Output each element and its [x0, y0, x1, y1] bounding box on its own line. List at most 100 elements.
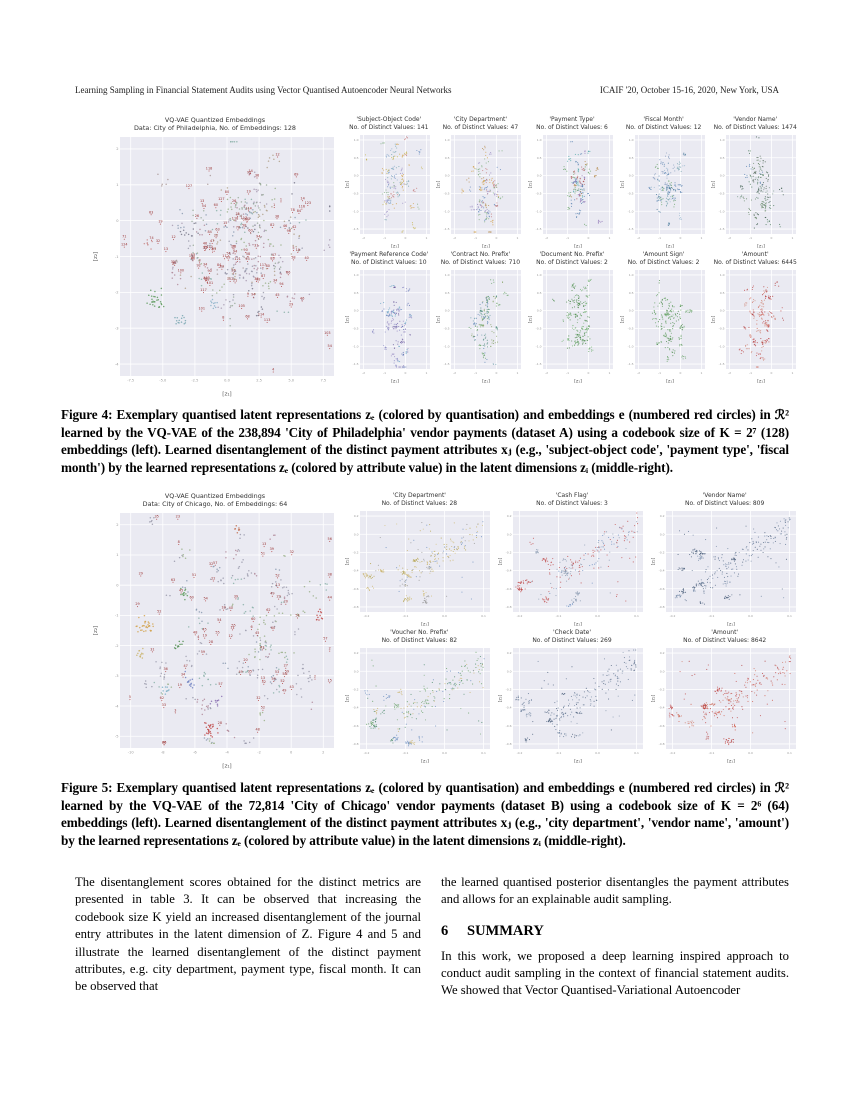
fig4-subplot-1-plot: -2 -1 0 1 1.0 0.5 0.0 -0.5 -1.0 -1.5 [z₁] [z₂]	[436, 135, 522, 249]
svg-text:-0.5: -0.5	[352, 326, 358, 330]
svg-text:0: 0	[496, 236, 498, 240]
svg-text:-2: -2	[453, 236, 456, 240]
svg-text:-0.1: -0.1	[403, 751, 409, 755]
svg-text:-1.5: -1.5	[627, 362, 633, 366]
svg-text:-2: -2	[362, 236, 365, 240]
svg-text:28: 28	[209, 640, 213, 644]
svg-text:1: 1	[609, 236, 611, 240]
fig4-subplot-5: 'Payment Reference Code' No. of Distinct …	[343, 251, 435, 384]
svg-text:46: 46	[203, 242, 207, 246]
svg-text:1: 1	[425, 371, 427, 375]
svg-text:39: 39	[234, 594, 238, 598]
svg-text:13: 13	[262, 542, 266, 546]
svg-text:127: 127	[218, 197, 224, 201]
svg-text:94: 94	[233, 249, 237, 253]
svg-text:0: 0	[496, 371, 498, 375]
body-left-column: The disentanglement scores obtained for …	[75, 874, 421, 996]
svg-text:-0.6: -0.6	[353, 587, 359, 591]
svg-text:1: 1	[273, 203, 275, 207]
svg-text:20: 20	[231, 269, 235, 273]
svg-text:-0.1: -0.1	[556, 614, 562, 618]
svg-text:0: 0	[290, 751, 293, 755]
svg-text:60: 60	[189, 596, 193, 600]
svg-text:-2.5: -2.5	[191, 379, 198, 383]
svg-text:18: 18	[221, 606, 225, 610]
svg-text:-1: -1	[474, 371, 477, 375]
fig4-subplot-9-plot: -2 -1 0 1 1.0 0.5 0.0 -0.5 -1.0 -1.5 [z₁] [z₂]	[711, 270, 797, 385]
svg-text:9: 9	[247, 292, 249, 296]
svg-text:8: 8	[222, 316, 224, 320]
svg-text:-10: -10	[128, 751, 135, 755]
svg-text:59: 59	[285, 669, 289, 673]
svg-text:0.0: 0.0	[720, 309, 725, 313]
svg-text:45: 45	[255, 631, 259, 635]
svg-text:[z₁]: [z₁]	[421, 622, 429, 628]
svg-text:12: 12	[229, 634, 233, 638]
svg-text:105: 105	[203, 276, 209, 280]
svg-text:0.0: 0.0	[537, 174, 542, 178]
svg-text:0: 0	[771, 371, 773, 375]
svg-text:-2: -2	[637, 371, 640, 375]
svg-text:74: 74	[149, 236, 153, 240]
svg-text:57: 57	[218, 682, 222, 686]
fig5-subplot-1: 'Cash Flag' No. of Distinct Values: 3 -0.…	[496, 492, 649, 627]
svg-text:127: 127	[186, 184, 192, 188]
svg-text:0.2: 0.2	[507, 514, 512, 518]
svg-text:4: 4	[272, 367, 274, 371]
body-right-paragraph-1: the learned quantised posterior disentan…	[441, 875, 789, 907]
svg-text:-0.5: -0.5	[719, 191, 725, 195]
svg-text:-0.8: -0.8	[658, 605, 664, 609]
svg-text:-2: -2	[545, 236, 548, 240]
svg-text:0.2: 0.2	[354, 514, 359, 518]
svg-text:54: 54	[295, 614, 299, 618]
svg-text:43: 43	[260, 645, 264, 649]
fig5-subplot-0-plot: -0.2 -0.1 0.0 0.1 0.2 0.0 -0.2 -0.4 -0.6 -0.8 [z₁]…	[345, 511, 491, 628]
svg-text:13: 13	[200, 199, 204, 203]
svg-text:27: 27	[284, 664, 288, 668]
svg-text:83: 83	[270, 256, 274, 260]
svg-text:103: 103	[324, 331, 330, 335]
svg-text:-1.5: -1.5	[536, 227, 542, 231]
fig4-subplot-5-plot: -2 -1 0 1 1.0 0.5 0.0 -0.5 -1.0 -1.5 [z₁] [z₂]	[344, 270, 430, 384]
svg-text:-0.5: -0.5	[444, 191, 450, 195]
svg-text:45: 45	[275, 293, 279, 297]
svg-text:-5.0: -5.0	[159, 379, 167, 383]
svg-text:-0.2: -0.2	[517, 614, 523, 618]
svg-text:124: 124	[121, 243, 127, 247]
svg-text:117: 117	[241, 216, 247, 220]
svg-text:80: 80	[266, 264, 270, 268]
svg-text:-2: -2	[362, 371, 365, 375]
svg-text:2: 2	[116, 147, 118, 151]
svg-text:0: 0	[771, 236, 773, 240]
svg-text:[z₁]: [z₁]	[757, 379, 765, 385]
svg-text:0: 0	[588, 236, 590, 240]
svg-text:1: 1	[280, 197, 282, 201]
svg-text:-2: -2	[728, 371, 731, 375]
svg-text:0.0: 0.0	[354, 174, 359, 178]
svg-text:1: 1	[425, 236, 427, 240]
svg-text:[z₂]: [z₂]	[711, 180, 717, 188]
svg-text:31: 31	[254, 244, 258, 248]
svg-text:29: 29	[289, 302, 293, 306]
svg-text:62: 62	[160, 696, 164, 700]
svg-text:34: 34	[181, 673, 185, 677]
svg-text:[z₂]: [z₂]	[619, 315, 625, 323]
fig5-subplot-1-plot: -0.2 -0.1 0.0 0.1 0.2 0.0 -0.2 -0.4 -0.6 -0.8 [z₁]…	[497, 511, 643, 627]
svg-text:1.0: 1.0	[354, 273, 359, 277]
svg-text:0.5: 0.5	[628, 156, 633, 160]
fig4-subplot-7-plot: -2 -1 0 1 1.0 0.5 0.0 -0.5 -1.0 -1.5 [z₁] [z₂]	[527, 270, 613, 384]
svg-text:-2: -2	[257, 751, 261, 755]
svg-text:117: 117	[200, 288, 206, 292]
svg-text:[z₂]: [z₂]	[711, 315, 717, 323]
fig4-subplot-9: 'Amount' No. of Distinct Values: 6445 -2-…	[709, 251, 801, 384]
svg-text:-1.0: -1.0	[352, 344, 358, 348]
svg-text:94: 94	[256, 234, 260, 238]
svg-text:-3: -3	[115, 326, 119, 330]
svg-text:37: 37	[254, 277, 258, 281]
svg-text:112: 112	[189, 254, 195, 258]
svg-text:[z₁]: [z₁]	[757, 244, 765, 250]
svg-text:0.2: 0.2	[659, 514, 664, 518]
svg-text:0.0: 0.0	[354, 309, 359, 313]
svg-text:47: 47	[183, 664, 187, 668]
svg-text:-1.5: -1.5	[719, 227, 725, 231]
